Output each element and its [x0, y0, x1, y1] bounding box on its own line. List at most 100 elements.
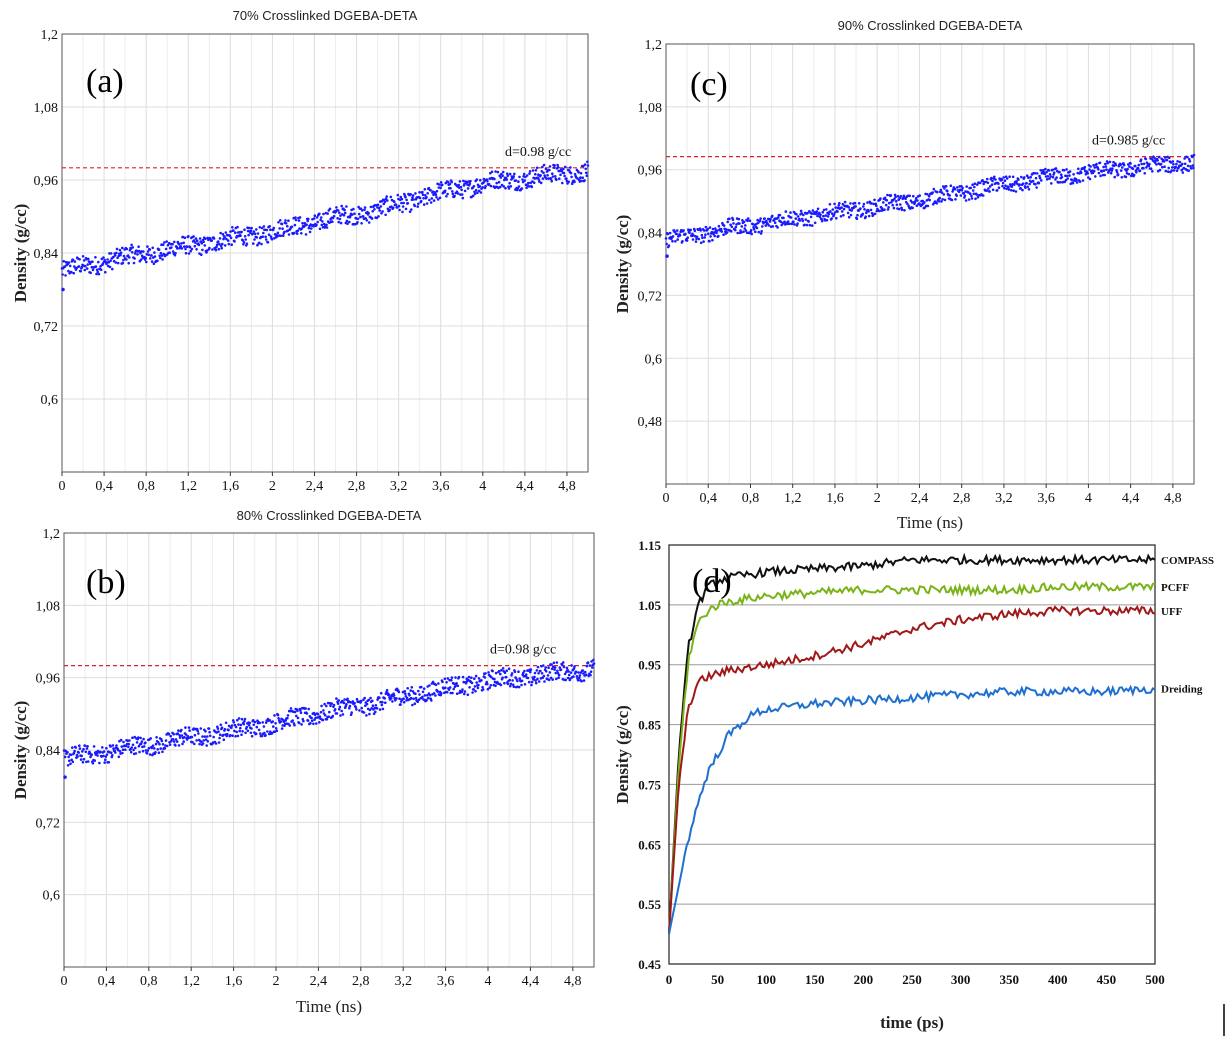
scatter-point [138, 750, 141, 754]
scatter-point [225, 237, 228, 241]
scatter-point [418, 693, 421, 696]
scatter-point [722, 224, 726, 227]
x-tick-label: 4 [1085, 491, 1092, 506]
scatter-point [438, 183, 441, 186]
x-tick-label: 4,4 [522, 974, 540, 989]
scatter-point [399, 703, 402, 706]
scatter-point [436, 690, 440, 693]
scatter-point [524, 673, 528, 676]
scatter-point [862, 202, 866, 206]
scatter-point [970, 194, 973, 198]
y-tick-label: 0.75 [638, 777, 661, 792]
scatter-point [413, 204, 417, 208]
scatter-point [200, 740, 203, 744]
scatter-point [216, 240, 220, 243]
scatter-point [70, 270, 73, 274]
scatter-point [540, 672, 544, 675]
scatter-point [535, 669, 539, 672]
scatter-point [251, 232, 254, 236]
scatter-point [176, 732, 180, 735]
scatter-point [371, 210, 375, 213]
scatter-point [554, 671, 557, 675]
scatter-point [689, 228, 692, 232]
scatter-point [582, 164, 585, 168]
scatter-point [216, 727, 220, 730]
scatter-point [702, 240, 705, 243]
scatter-point [201, 248, 204, 252]
scatter-point [359, 699, 363, 703]
scatter-point [234, 725, 238, 729]
scatter-point [111, 754, 114, 757]
scatter-point [808, 223, 812, 227]
scatter-point [906, 202, 909, 206]
x-tick-label: 100 [756, 972, 776, 987]
scatter-point [82, 259, 86, 262]
scatter-point [1156, 159, 1159, 162]
scatter-point [704, 225, 708, 229]
scatter-point [425, 195, 428, 199]
scatter-point [534, 169, 538, 172]
scatter-point [170, 246, 173, 249]
scatter-point [139, 736, 142, 740]
scatter-point [275, 729, 279, 733]
scatter-point [941, 185, 945, 188]
scatter-point [229, 230, 232, 233]
scatter-point [741, 219, 744, 222]
scatter-point [206, 735, 209, 738]
scatter-point [946, 189, 949, 193]
scatter-point [469, 179, 472, 183]
scatter-point [1181, 171, 1185, 174]
scatter-point [1025, 174, 1029, 177]
scatter-point [1163, 156, 1167, 159]
x-tick-label: 1,6 [826, 491, 844, 506]
scatter-point [153, 251, 156, 254]
scatter-point [437, 682, 440, 685]
scatter-point [559, 668, 563, 671]
scatter-point [144, 741, 147, 744]
scatter-point [381, 700, 384, 704]
scatter-point [923, 201, 926, 204]
scatter-point [1137, 163, 1141, 167]
scatter-point [411, 690, 415, 693]
scatter-point [981, 194, 985, 197]
scatter-point [1034, 176, 1038, 180]
scatter-point [1044, 167, 1047, 171]
scatter-point [1068, 170, 1072, 173]
y-tick-label: 1,08 [34, 101, 59, 116]
scatter-point [86, 263, 89, 266]
scatter-point [316, 220, 320, 224]
scatter-point [545, 177, 548, 180]
scatter-point [422, 203, 426, 206]
scatter-point [749, 229, 753, 232]
scatter-point [1058, 170, 1061, 174]
scatter-point [293, 223, 297, 227]
scatter-point [408, 210, 412, 213]
scatter-point [1139, 158, 1143, 161]
scatter-point [98, 761, 101, 765]
scatter-point [883, 196, 887, 200]
scatter-point [95, 268, 99, 272]
scatter-point [73, 260, 77, 263]
x-tick-label: 250 [902, 972, 922, 987]
x-tick-label: 500 [1145, 972, 1165, 987]
scatter-point [708, 239, 711, 243]
scatter-point [970, 197, 974, 200]
series-line-uff [668, 605, 1156, 935]
scatter-point [445, 681, 448, 684]
scatter-point [244, 238, 247, 241]
scatter-point [135, 741, 139, 744]
scatter-point [287, 219, 290, 222]
scatter-point [1015, 180, 1018, 183]
scatter-point [873, 212, 877, 216]
scatter-point [389, 195, 393, 199]
scatter-point [369, 205, 373, 209]
scatter-point [132, 261, 136, 265]
scatter-point [501, 676, 504, 679]
scatter-point [395, 697, 398, 700]
scatter-point [367, 221, 371, 224]
scatter-point [521, 178, 524, 181]
scatter-point [220, 246, 223, 250]
scatter-point [132, 748, 135, 752]
reference-annotation: d=0.985 g/cc [1092, 134, 1165, 149]
y-tick-label: 0,48 [638, 415, 663, 430]
